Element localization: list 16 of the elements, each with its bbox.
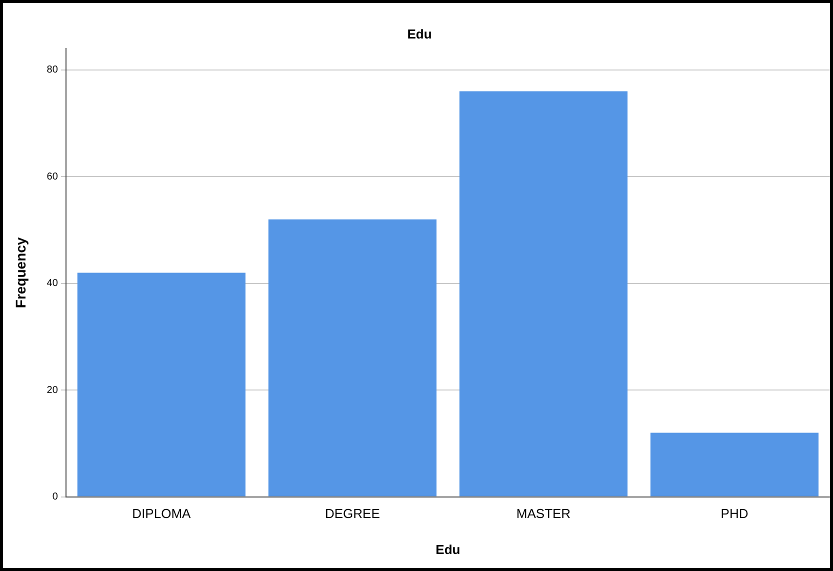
x-tick-label: DEGREE — [325, 506, 380, 522]
x-tick-label: MASTER — [516, 506, 571, 522]
bar — [77, 272, 246, 496]
y-tick-label: 0 — [52, 492, 58, 503]
y-tick-label: 20 — [46, 384, 58, 396]
bar — [650, 432, 819, 496]
y-tick-label: 80 — [46, 64, 58, 76]
bar — [268, 219, 436, 496]
y-axis-title: Frequency — [12, 237, 28, 308]
y-tick-label: 60 — [46, 171, 58, 182]
y-tick-label: 40 — [46, 278, 58, 290]
x-tick-label: PHD — [720, 506, 748, 522]
bar — [459, 91, 628, 496]
chart-title: Edu — [407, 26, 432, 42]
x-tick-label: DIPLOMA — [132, 506, 192, 522]
x-axis-title: Edu — [436, 542, 460, 557]
